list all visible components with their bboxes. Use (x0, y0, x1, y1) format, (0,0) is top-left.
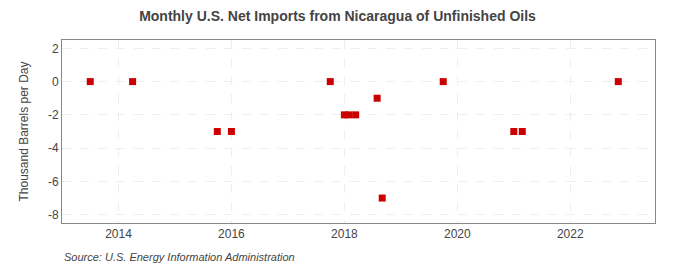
svg-text:0: 0 (52, 75, 59, 89)
svg-text:-6: -6 (48, 175, 59, 189)
svg-text:Monthly U.S. Net Imports from: Monthly U.S. Net Imports from Nicaragua … (139, 8, 536, 24)
svg-text:Thousand Barrels per Day: Thousand Barrels per Day (17, 61, 31, 201)
svg-text:-8: -8 (48, 208, 59, 222)
svg-text:2022: 2022 (557, 227, 584, 241)
svg-text:-4: -4 (48, 141, 59, 155)
svg-text:2020: 2020 (444, 227, 471, 241)
svg-text:Source: U.S. Energy Informatio: Source: U.S. Energy Information Administ… (64, 251, 295, 263)
svg-text:2016: 2016 (218, 227, 245, 241)
svg-text:2018: 2018 (331, 227, 358, 241)
svg-text:2014: 2014 (105, 227, 132, 241)
svg-text:2: 2 (52, 42, 59, 56)
svg-text:-2: -2 (48, 108, 59, 122)
